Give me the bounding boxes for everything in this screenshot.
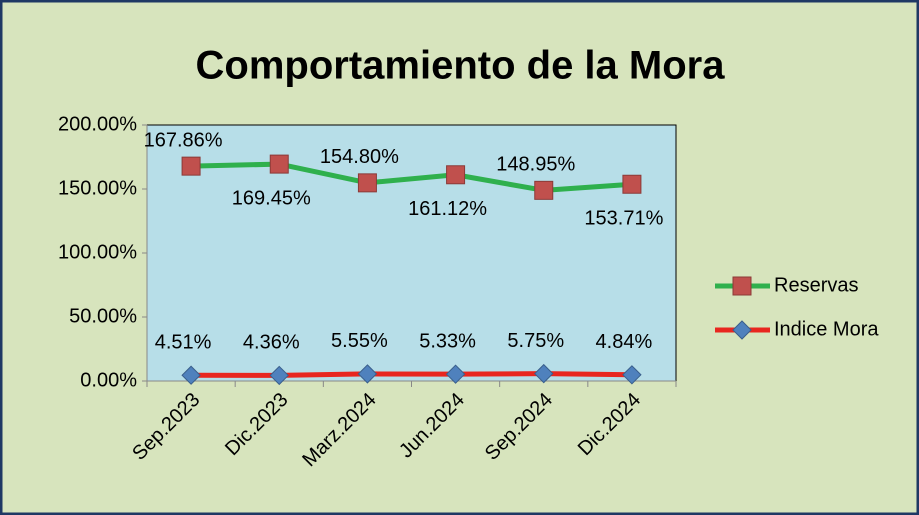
marker xyxy=(446,165,466,185)
legend-label: Reservas xyxy=(774,274,858,296)
marker xyxy=(622,365,642,385)
data-label: 5.33% xyxy=(419,330,476,352)
marker xyxy=(534,180,554,200)
y-tick-label: 0.00% xyxy=(80,369,137,391)
y-tick-label: 100.00% xyxy=(58,241,137,263)
data-label: 5.55% xyxy=(331,330,388,352)
plot-area xyxy=(146,124,677,382)
data-label: 161.12% xyxy=(408,198,487,220)
y-tick-label: 200.00% xyxy=(58,113,137,135)
marker xyxy=(269,365,289,386)
legend-label: Indice Mora xyxy=(774,318,879,340)
marker xyxy=(357,173,377,193)
data-label: 4.36% xyxy=(243,332,300,354)
marker xyxy=(732,276,752,296)
series-line xyxy=(191,161,633,193)
y-tick-label: 150.00% xyxy=(58,177,137,199)
y-tick-label: 50.00% xyxy=(69,305,137,327)
data-label: 5.75% xyxy=(507,330,564,352)
data-label: 148.95% xyxy=(496,154,575,176)
series-line xyxy=(191,371,632,378)
data-label: 169.45% xyxy=(232,187,311,209)
marker xyxy=(181,365,201,385)
chart-title: Comportamiento de la Mora xyxy=(196,44,726,88)
marker xyxy=(622,174,642,194)
marker xyxy=(732,320,752,340)
marker xyxy=(269,154,289,174)
marker xyxy=(534,363,554,384)
data-label: 4.51% xyxy=(155,332,212,354)
data-label: 153.71% xyxy=(584,208,663,230)
marker xyxy=(445,364,466,384)
data-label: 4.84% xyxy=(596,331,653,353)
data-label: 167.86% xyxy=(144,129,223,151)
data-label: 154.80% xyxy=(320,146,399,168)
marker xyxy=(357,364,378,384)
marker xyxy=(181,156,201,176)
